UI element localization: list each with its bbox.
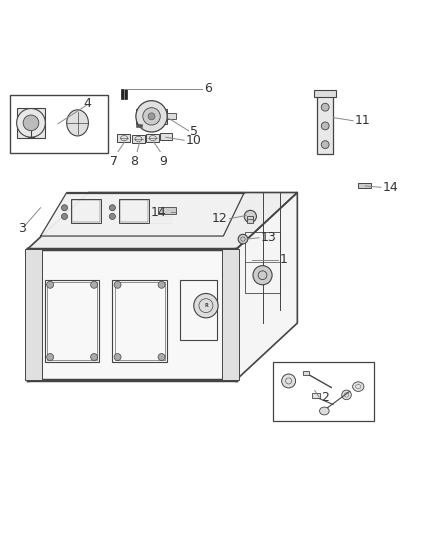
Text: 6: 6 bbox=[204, 83, 212, 95]
Ellipse shape bbox=[143, 108, 160, 125]
Ellipse shape bbox=[158, 353, 165, 360]
Bar bbox=[314, 90, 336, 97]
Ellipse shape bbox=[114, 281, 121, 288]
Text: 7: 7 bbox=[110, 155, 118, 168]
Text: 9: 9 bbox=[159, 155, 167, 168]
Ellipse shape bbox=[17, 109, 46, 137]
Text: 3: 3 bbox=[18, 222, 26, 235]
Text: 10: 10 bbox=[186, 134, 202, 147]
Polygon shape bbox=[237, 192, 297, 379]
Text: 2: 2 bbox=[321, 391, 329, 404]
Bar bbox=[149, 216, 171, 223]
Bar bbox=[25, 249, 42, 379]
Text: 8: 8 bbox=[131, 155, 138, 168]
Ellipse shape bbox=[148, 113, 155, 120]
Polygon shape bbox=[41, 192, 244, 236]
Ellipse shape bbox=[342, 390, 351, 400]
Bar bbox=[17, 108, 45, 138]
Bar bbox=[247, 216, 253, 223]
Text: 11: 11 bbox=[355, 114, 371, 127]
Text: R: R bbox=[204, 303, 208, 308]
Bar bbox=[167, 114, 177, 119]
Bar bbox=[136, 109, 167, 124]
Bar bbox=[146, 134, 159, 142]
Ellipse shape bbox=[61, 213, 67, 220]
Bar bbox=[245, 232, 280, 293]
Bar bbox=[115, 282, 165, 360]
Ellipse shape bbox=[91, 353, 98, 360]
Text: 14: 14 bbox=[382, 181, 398, 194]
Bar bbox=[117, 134, 130, 142]
Ellipse shape bbox=[23, 115, 39, 131]
Polygon shape bbox=[28, 249, 237, 379]
Ellipse shape bbox=[110, 213, 116, 220]
Ellipse shape bbox=[114, 353, 121, 360]
Text: 1: 1 bbox=[280, 254, 288, 266]
Bar bbox=[136, 124, 142, 127]
Text: 12: 12 bbox=[212, 212, 228, 225]
Ellipse shape bbox=[67, 110, 88, 136]
Bar bbox=[312, 393, 321, 398]
Bar bbox=[45, 279, 99, 362]
Ellipse shape bbox=[47, 281, 53, 288]
Ellipse shape bbox=[282, 374, 296, 388]
Ellipse shape bbox=[353, 382, 364, 391]
Bar bbox=[113, 279, 167, 362]
Bar bbox=[72, 200, 100, 222]
Bar bbox=[317, 95, 333, 154]
Bar bbox=[358, 182, 371, 188]
Ellipse shape bbox=[110, 205, 116, 211]
Text: 5: 5 bbox=[190, 125, 198, 138]
Ellipse shape bbox=[253, 265, 272, 285]
Bar bbox=[71, 199, 102, 223]
Bar bbox=[160, 133, 172, 140]
Bar bbox=[304, 372, 309, 375]
Bar bbox=[223, 249, 239, 379]
Ellipse shape bbox=[136, 101, 167, 132]
Bar bbox=[131, 135, 145, 143]
Bar bbox=[158, 207, 177, 214]
Bar bbox=[119, 199, 149, 223]
Ellipse shape bbox=[320, 407, 329, 415]
Polygon shape bbox=[28, 192, 297, 249]
Ellipse shape bbox=[321, 103, 329, 111]
Bar bbox=[121, 90, 127, 99]
Ellipse shape bbox=[321, 141, 329, 149]
Ellipse shape bbox=[321, 122, 329, 130]
Ellipse shape bbox=[91, 281, 98, 288]
Bar bbox=[180, 279, 217, 341]
Ellipse shape bbox=[238, 235, 248, 244]
Bar bbox=[273, 362, 374, 421]
Ellipse shape bbox=[61, 205, 67, 211]
Bar bbox=[47, 282, 97, 360]
Ellipse shape bbox=[158, 281, 165, 288]
Text: 13: 13 bbox=[261, 231, 276, 244]
Ellipse shape bbox=[194, 294, 218, 318]
Ellipse shape bbox=[47, 353, 53, 360]
Bar bbox=[120, 200, 148, 222]
Text: 4: 4 bbox=[84, 97, 92, 110]
Bar bbox=[10, 94, 108, 154]
Text: 14: 14 bbox=[150, 206, 166, 219]
Ellipse shape bbox=[244, 211, 256, 223]
